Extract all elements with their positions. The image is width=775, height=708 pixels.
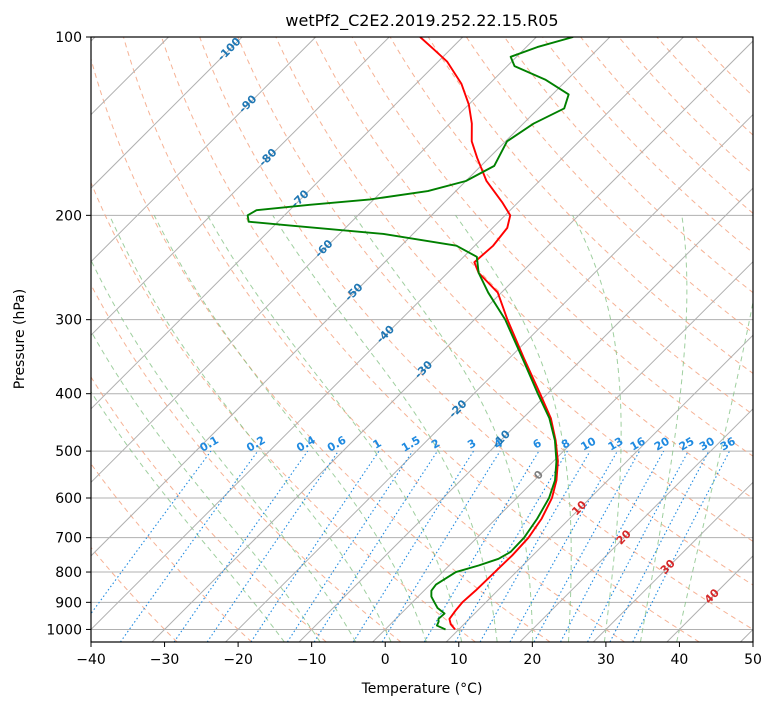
isotherm-line [519,408,753,642]
moist-adiabat-line [572,215,622,642]
plot-area [91,37,753,642]
moist-adiabat-line [639,215,688,642]
moist-adiabat-line [272,215,498,642]
dry-adiabat-line [237,37,753,586]
isotherm-line [445,334,753,642]
temperature-line [419,37,559,631]
dry-adiabat-line [275,37,753,542]
moist-adiabat-line [207,215,463,642]
dewpoint-line [246,37,574,631]
x-axis: −40 −30 −20 −10 0 10 20 30 40 50 [76,642,762,668]
y-tick-label: 300 [55,313,82,329]
y-tick-label: 600 [55,491,82,507]
y-axis-title: Pressure (hPa) [12,289,28,389]
dry-adiabat-line [504,37,753,294]
x-tick-label: −10 [297,652,327,668]
dry-adiabat-line [542,37,753,254]
dry-adiabat-line [389,37,753,416]
mixing-ratio-line [560,450,665,642]
y-tick-label: 900 [55,595,82,611]
isotherm-line [91,37,243,189]
isotherm-line [225,113,753,642]
y-axis: 100 200 300 400 500 600 700 800 900 1000 [46,30,91,638]
y-tick-label: 700 [55,531,82,547]
dry-adiabat-line [122,37,625,642]
x-tick-label: 50 [744,652,762,668]
dry-adiabat-line [91,376,327,642]
dry-adiabat-line [580,37,753,214]
mixing-ratio-line [533,450,640,642]
x-tick-label: 10 [450,652,468,668]
x-axis-title: Temperature (°C) [361,681,483,697]
moist-adiabat-line [676,299,753,642]
x-tick-label: −30 [150,652,180,668]
y-tick-label: 400 [55,387,82,403]
mixing-ratio-line [479,450,591,642]
dry-adiabat-line [313,37,753,500]
dry-adiabat-line [427,37,753,375]
mixing-ratio-line [509,450,618,642]
y-tick-label: 200 [55,208,82,224]
mixing-ratio-line [173,450,309,642]
dry-adiabat-line [618,37,753,175]
y-tick-label: 100 [55,30,82,46]
moist-adiabats [91,215,753,642]
mixing-ratio-line [119,450,259,642]
moist-adiabat-line [153,215,427,642]
isotherm-line [372,260,753,642]
y-tick-label: 800 [55,565,82,581]
isotherm-line [91,37,684,631]
moist-adiabat-line [91,259,357,642]
isotherm-line [592,481,753,642]
x-tick-label: −20 [223,652,253,668]
isotherm-line [91,37,317,263]
chart-title: wetPf2_C2E2.2019.252.22.15.R05 [285,11,558,31]
isotherm-line [298,187,753,642]
mixing-ratio-line [91,450,212,615]
y-tick-label: 500 [55,444,82,460]
mixing-ratio-line [206,450,339,642]
y-tick-label: 1000 [46,622,82,638]
x-tick-label: 20 [523,652,541,668]
mixing-ratio-line [423,450,540,642]
isotherm-line [91,37,537,484]
plot-frame [90,36,754,643]
isotherms [91,37,753,642]
isotherm-line [91,37,464,410]
mixing-ratio-line [313,450,438,642]
dry-adiabat-line [465,37,753,334]
moist-adiabat-line [91,330,321,642]
moist-adiabat-line [455,215,572,642]
mixing-ratio-line [352,450,475,642]
x-tick-label: 0 [381,652,390,668]
x-tick-label: −40 [76,652,106,668]
moist-adiabat-line [109,215,392,642]
isotherm-line [91,37,611,557]
profile-series [246,37,574,631]
mixing-ratio-line [381,450,501,642]
moist-adiabat-line [91,390,285,642]
moist-adiabat-line [353,215,534,642]
dry-adiabat-line [91,57,551,642]
isotherm-line [91,37,390,336]
mixing-ratio-line [454,450,568,642]
x-tick-label: 30 [597,652,615,668]
dry-adiabat-line [199,37,753,631]
isotherm-line [151,40,753,642]
mixing-ratio-lines [91,450,731,642]
x-tick-label: 40 [671,652,689,668]
